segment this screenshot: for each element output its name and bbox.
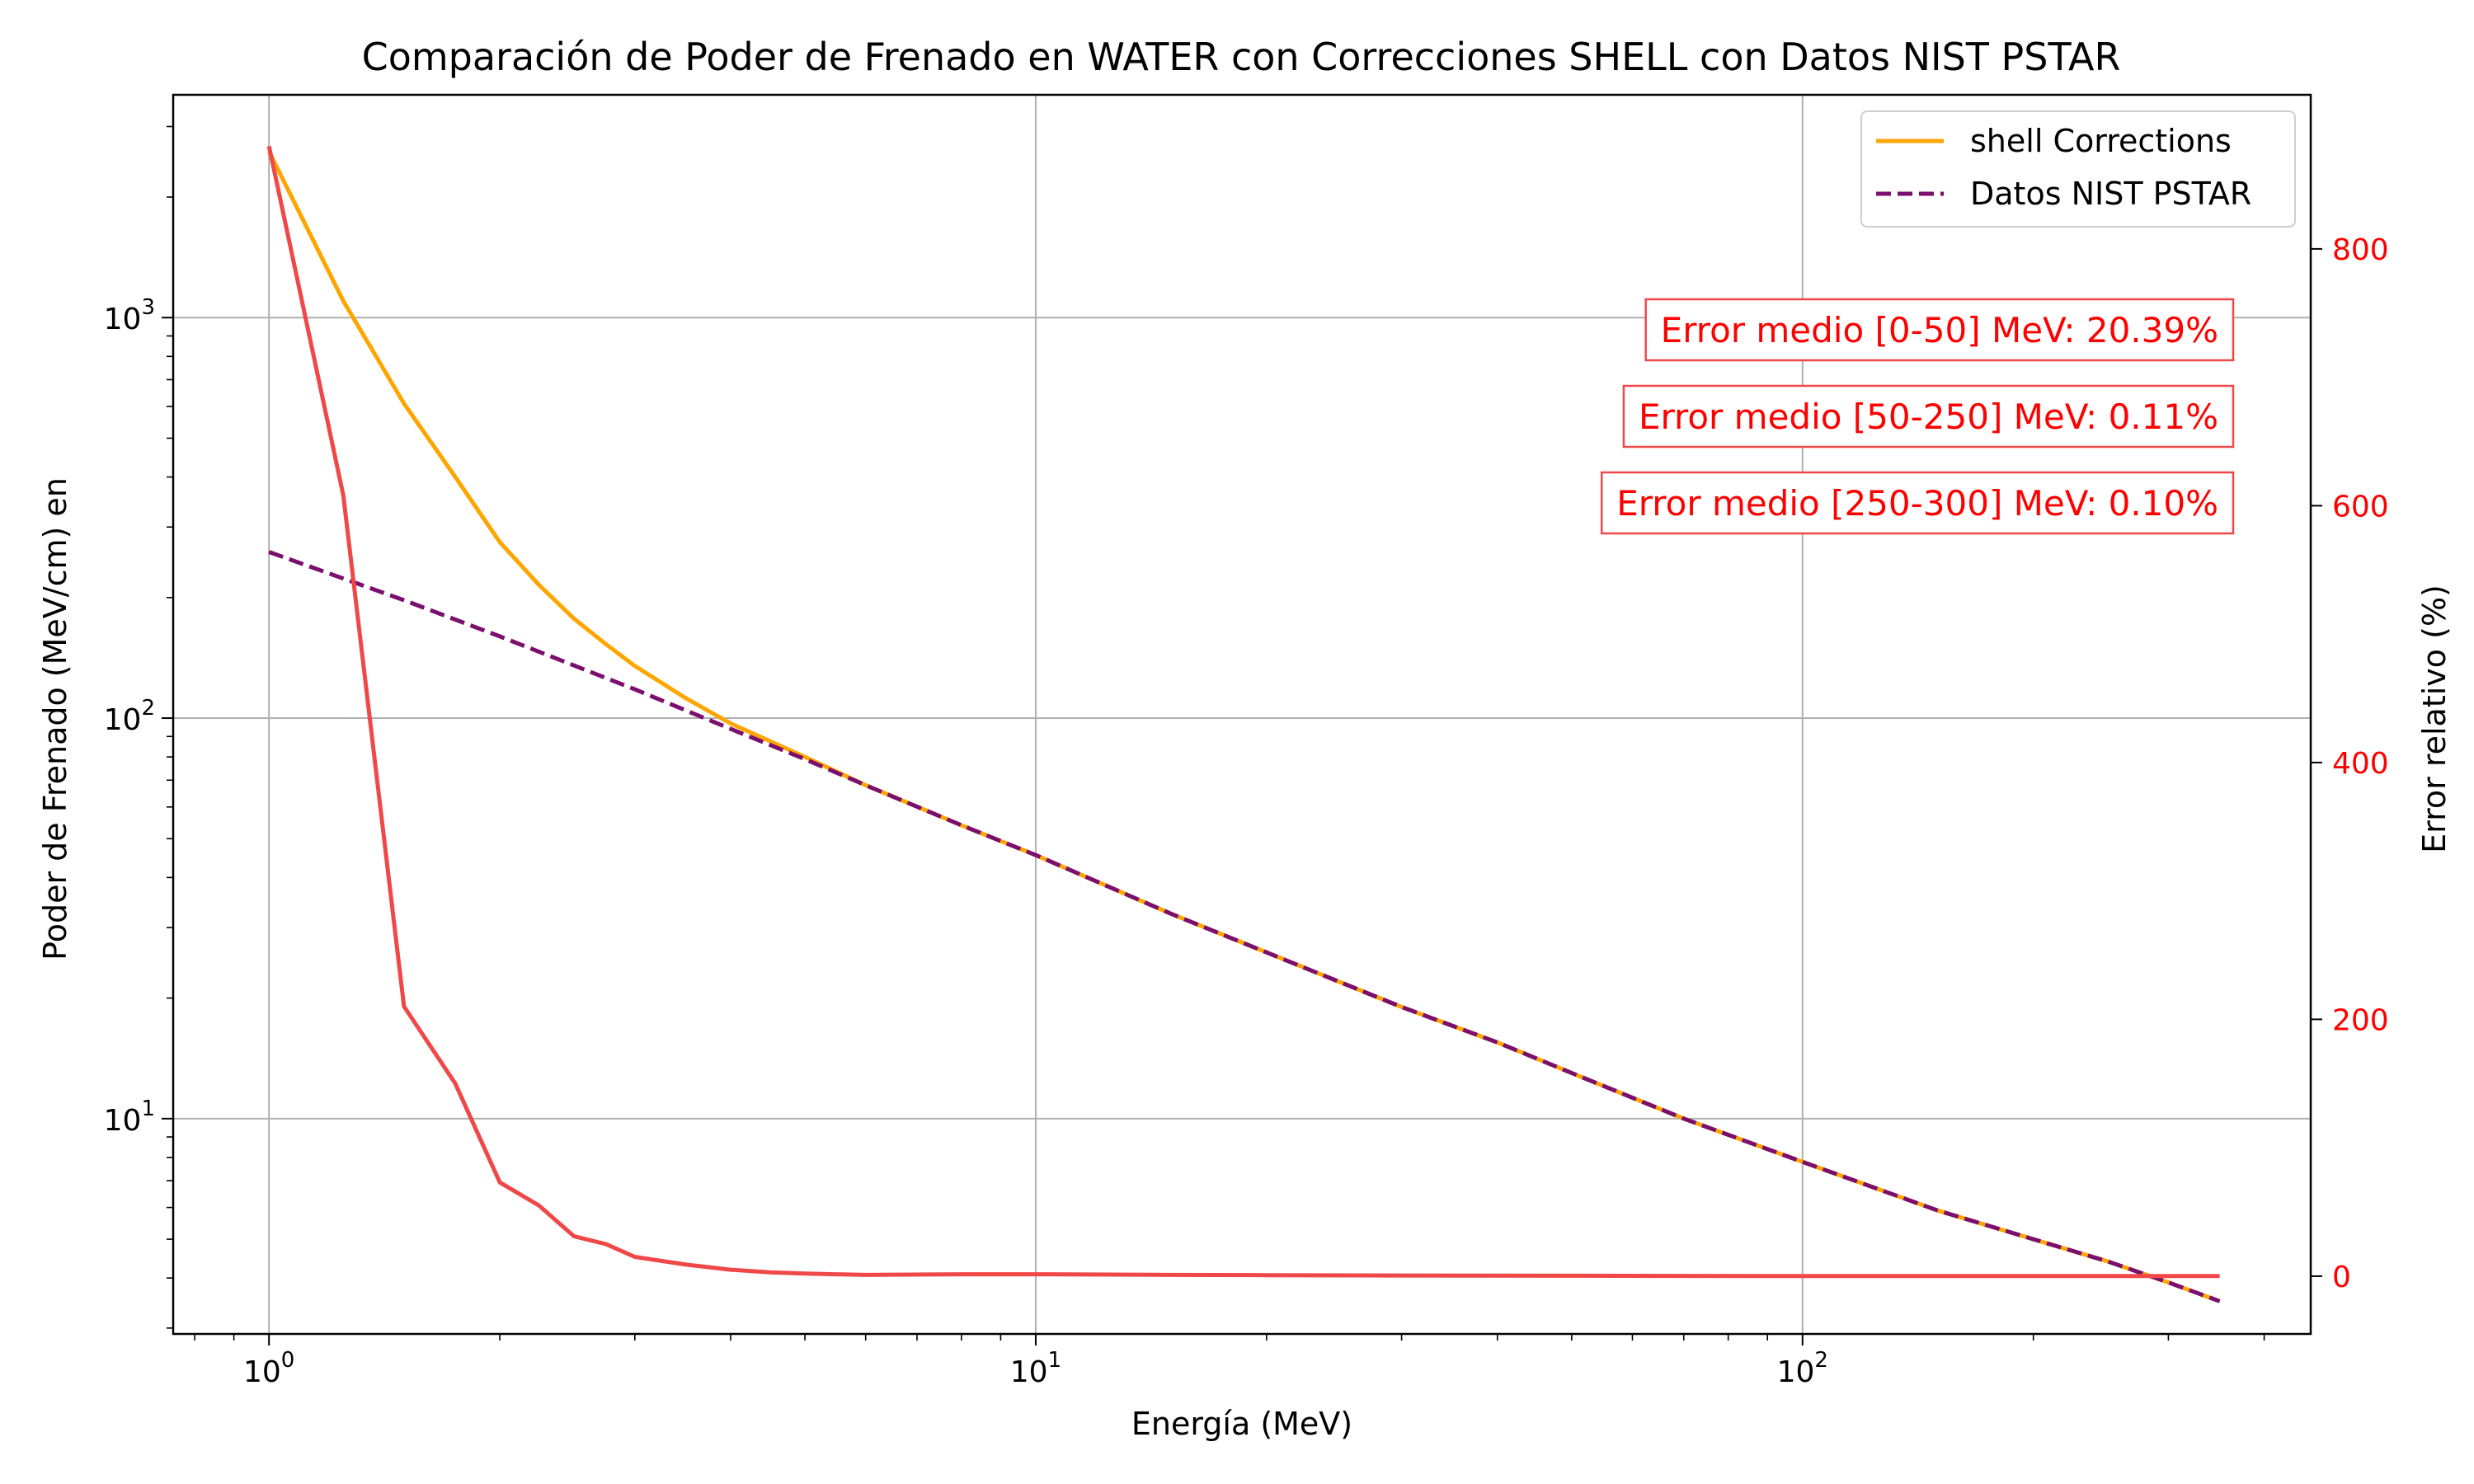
legend-label: shell Corrections [1970,123,2232,159]
plot-series [266,145,2221,1303]
y2-tick-label: 600 [2332,490,2389,524]
x-tick-label: 102 [1777,1348,1828,1389]
error-annotation-box [1600,471,2235,535]
x-tick-label: 101 [1010,1348,1061,1389]
y-tick-label: 101 [104,1097,155,1138]
error-annotations: Error medio [0-50] MeV: 20.39% Error medi… [1600,298,2235,535]
y2-tick-label: 800 [2332,233,2389,267]
plot-frame [172,93,2312,1336]
error-annotation: Error medio [0-50] MeV: 20.39% [1644,298,2235,362]
y2-tick-label: 400 [2332,747,2389,781]
legend-label: Datos NIST PSTAR [1970,176,2251,212]
legend: shell Corrections Datos NIST PSTAR [1860,110,2296,228]
y-tick-label: 102 [104,696,155,737]
error-annotation: Error medio [250-300] MeV: 0.10% [1600,471,2235,535]
axes: 100 101 102 101 102 103 0 200 400 600 800 [104,125,2389,1389]
error-annotation-box [1622,384,2235,448]
error-annotation-text: Error medio [50-250] MeV: 0.11% [1639,397,2218,437]
y2-tick-label: 200 [2332,1003,2389,1037]
error-annotation-box [1644,298,2235,362]
x-tick-label: 100 [243,1348,294,1389]
y2-axis-label: Error relativo (%) [2416,585,2453,853]
y-axis-label: Poder de Frenado (MeV/cm) en [37,477,73,960]
y2-tick-label: 0 [2332,1261,2351,1294]
x-axis-label: Energía (MeV) [1131,1406,1352,1442]
nist-pstar-line [268,550,2221,1303]
error-annotation-text: Error medio [250-300] MeV: 0.10% [1616,483,2218,524]
error-annotation-text: Error medio [0-50] MeV: 20.39% [1661,310,2218,350]
error-annotation: Error medio [50-250] MeV: 0.11% [1622,384,2235,448]
relative-error-line [266,145,2220,1279]
y-tick-label: 103 [104,295,155,336]
chart-title: Comparación de Poder de Frenado en WATER… [362,35,2121,79]
legend-box [1860,110,2296,228]
